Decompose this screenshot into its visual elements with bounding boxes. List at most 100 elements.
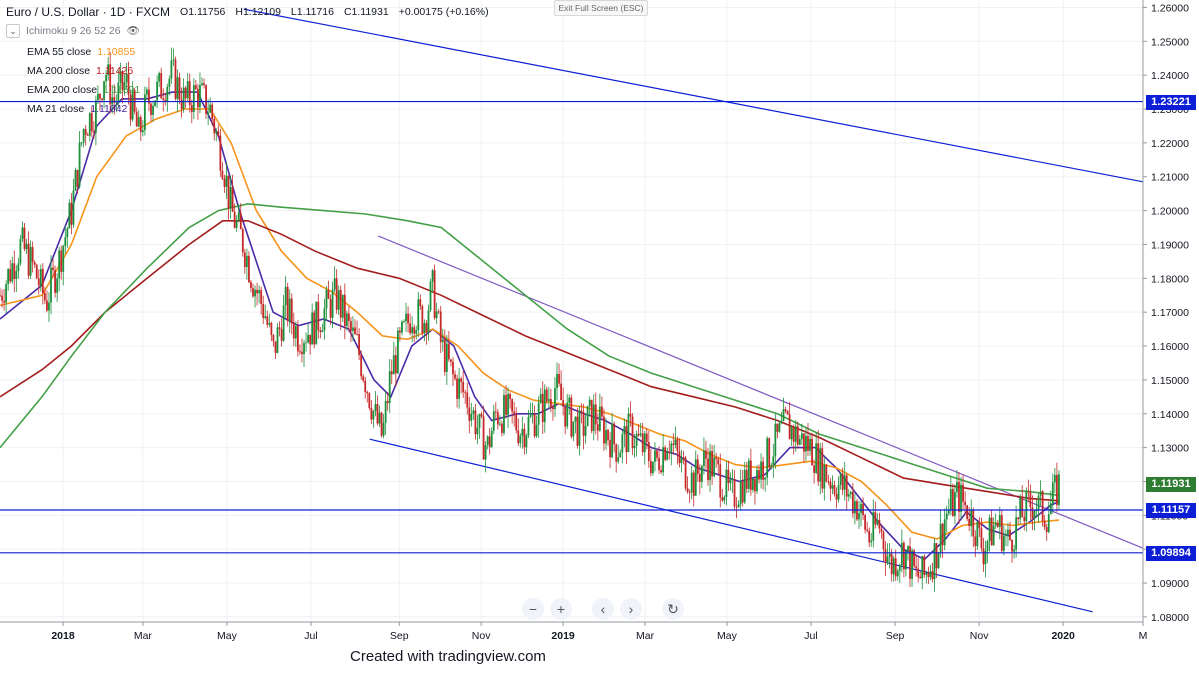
candle-body [876,519,879,525]
collapse-icon[interactable]: ⌄ [6,24,20,38]
candle-body [945,513,948,520]
candle-body [470,413,473,421]
candle-body [178,77,181,100]
candle-body [186,81,189,99]
candle-body [72,190,75,225]
candle-body [266,316,269,325]
candle-body [339,289,342,318]
candle-body [143,94,146,131]
exit-fullscreen-button[interactable]: Exit Full Screen (ESC) [554,0,648,16]
candle-body [992,525,995,546]
candle-body [743,469,746,503]
candle-body [878,519,881,529]
candle-body [368,393,371,409]
candle-body [221,170,224,179]
candle-body [109,64,112,105]
candle-body [311,312,314,345]
candle-body [598,406,601,431]
candle-body [372,410,375,420]
x-tick-label: Jul [304,630,317,642]
candle-body [588,399,591,407]
candle-body [250,282,252,289]
x-tick-label: Jul [804,630,817,642]
candle-body [286,286,289,322]
candle-body [160,73,163,99]
eye-hidden-icon[interactable]: 👁 [126,24,140,37]
candle-body [458,378,460,399]
candle-body [990,517,993,546]
candle-body [343,294,346,327]
y-tick-label: 1.22000 [1151,138,1189,150]
candle-body [529,415,532,417]
candle-body [578,410,581,446]
candle-body [205,85,207,115]
candle-body [788,414,791,440]
candle-body [621,434,624,453]
candle-body [315,301,318,345]
symbol-name[interactable]: Euro / U.S. Dollar · 1D · FXCM [6,5,171,19]
candle-body [33,262,36,265]
candle-body [462,381,465,393]
indicator-ma200[interactable]: MA 200 close 1.11426 [27,65,133,77]
candle-body [949,489,952,510]
candle-body [327,290,330,299]
candle-body [445,343,448,372]
candle-body [384,401,387,423]
ma-line [0,220,1060,502]
candle-body [352,327,354,331]
candle-body [817,443,820,482]
candle-body [956,481,958,493]
candle-body [623,426,626,435]
zoom-out-button[interactable]: − [522,598,544,620]
candle-body [54,269,56,293]
scroll-left-button[interactable]: ‹ [592,598,614,620]
candle-body [174,59,177,99]
candle-body [937,553,940,569]
candle-body [786,410,789,415]
zoom-in-button[interactable]: + [550,598,572,620]
axes: 1.260001.250001.240001.230001.220001.210… [0,0,1189,642]
indicator-ema55[interactable]: EMA 55 close 1.10855 [27,46,135,58]
x-tick-label: 2018 [51,630,75,642]
candle-body [964,501,966,506]
candle-body [456,378,458,399]
x-tick-label: Mar [636,630,655,642]
indicator-ema200[interactable]: EMA 200 close 1.11591 [27,84,140,96]
candle-body [566,402,569,427]
scroll-right-button[interactable]: › [620,598,642,620]
indicator-ma21[interactable]: MA 21 close 1.11042 [27,103,127,115]
candle-body [1021,497,1024,518]
candle-body [441,339,444,343]
candle-body [550,399,552,408]
candle-body [474,410,477,435]
candle-body [258,290,261,294]
candle-body [90,113,93,132]
candle-body [909,546,911,579]
candle-body [511,399,514,412]
candle-body [935,543,938,569]
candle-body [64,237,67,246]
candle-body [894,558,897,577]
x-tick-label: May [217,630,238,642]
candle-body [1023,517,1026,522]
ichimoku-row[interactable]: ⌄ Ichimoku 9 26 52 26 👁 [6,24,489,38]
candle-body [725,469,728,497]
reset-chart-button[interactable]: ↻ [662,598,684,620]
trendline [243,8,1144,183]
candle-body [217,131,220,136]
candle-body [643,433,646,453]
x-tick-label: May [717,630,738,642]
candle-body [362,376,365,381]
candle-body [988,517,991,541]
candle-body [972,510,975,537]
candle-body [154,100,156,106]
candle-body [807,435,809,451]
y-tick-label: 1.13000 [1151,443,1189,455]
low-value: L1.11716 [290,5,334,18]
candle-body [886,556,889,564]
candle-body [148,89,150,104]
candle-body [146,89,148,95]
candle-body [507,393,509,415]
candle-body [78,142,81,187]
